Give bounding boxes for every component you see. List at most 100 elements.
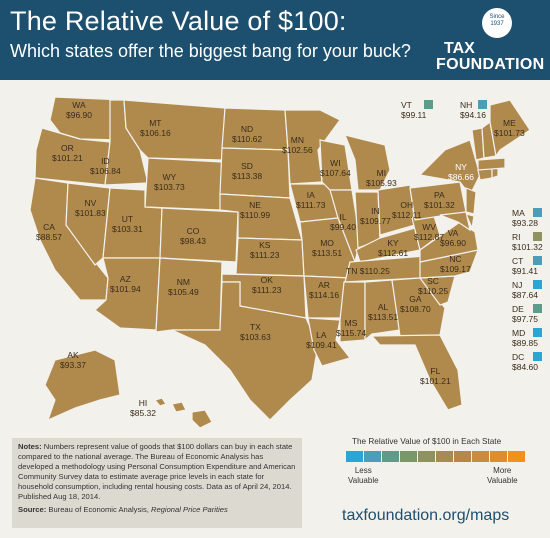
label-NE: NE $110.99 (240, 200, 270, 220)
label-LA: LA $109.41 (306, 330, 337, 350)
tax-foundation-logo: Since 1937 TAX FOUNDATION (436, 4, 546, 76)
label-NC: NC $109.17 (440, 254, 471, 274)
legend-swatch-7 (454, 451, 472, 462)
legend-color-scale (346, 451, 526, 462)
label-KS: KS $111.23 (250, 240, 279, 260)
side-label-DC: DC $84.60 (512, 352, 538, 372)
abbr-MA: MA (512, 208, 525, 218)
legend-swatch-2 (364, 451, 382, 462)
header-banner: The Relative Value of $100: Which states… (0, 0, 550, 80)
value-CT: $91.41 (512, 266, 538, 276)
value-WI: $107.64 (320, 168, 351, 178)
label-AL: AL $113.51 (368, 302, 398, 322)
value-MD: $89.85 (512, 338, 538, 348)
value-MO: $113.51 (312, 248, 343, 258)
label-AR: AR $114.16 (309, 280, 339, 300)
logo-seal: Since 1937 (482, 8, 512, 38)
abbr-TN: TN (346, 266, 358, 276)
label-MS: MS $115.74 (336, 318, 366, 338)
abbr-KY: KY (387, 238, 399, 248)
abbr-DE: DE (512, 304, 524, 314)
value-FL: $101.21 (420, 376, 451, 386)
value-NH: $94.16 (460, 110, 486, 120)
abbr-NJ: NJ (512, 280, 523, 290)
abbr-RI: RI (512, 232, 521, 242)
abbr-AR: AR (318, 280, 330, 290)
value-VA: $96.90 (440, 238, 466, 248)
value-TX: $103.63 (240, 332, 271, 342)
swatch-DE (533, 304, 542, 313)
logo-line1: TAX (444, 40, 475, 57)
abbr-NY: NY (455, 162, 467, 172)
value-DE: $97.75 (512, 314, 538, 324)
value-MI: $105.93 (366, 178, 397, 188)
swatch-NH (478, 100, 487, 109)
state-ME (489, 99, 531, 158)
state-FL (370, 334, 463, 411)
value-UT: $103.31 (112, 224, 143, 234)
abbr-ID: ID (101, 156, 110, 166)
abbr-AK: AK (67, 350, 79, 360)
label-GA: GA $108.70 (400, 294, 431, 314)
abbr-VA: VA (447, 228, 459, 238)
label-KY: KY $112.61 (378, 238, 408, 258)
label-OK: OK $111.23 (252, 275, 281, 295)
value-WA: $96.90 (66, 110, 92, 120)
label-NV: NV $101.83 (75, 198, 106, 218)
logo-line2: FOUNDATION (436, 56, 545, 73)
legend-swatch-1 (346, 451, 364, 462)
label-MI: MI $105.93 (366, 168, 397, 188)
swatch-RI (533, 232, 542, 241)
value-KY: $112.61 (378, 248, 409, 258)
value-NC: $109.17 (440, 264, 471, 274)
label-MN: MN $102.56 (282, 135, 313, 155)
label-WI: WI $107.64 (320, 158, 351, 178)
abbr-NC: NC (449, 254, 462, 264)
value-OH: $112.11 (392, 210, 422, 220)
abbr-WV: WV (422, 222, 436, 232)
label-FL: FL $101.21 (420, 366, 451, 386)
source-line: Source: Bureau of Economic Analysis, Reg… (18, 505, 296, 515)
label-SC: SC $110.25 (418, 276, 448, 296)
abbr-NH: NH (460, 100, 473, 110)
source-text: Bureau of Economic Analysis, (46, 505, 151, 514)
label-OH: OH $112.11 (392, 200, 421, 220)
value-OR: $101.21 (52, 153, 83, 163)
abbr-DC: DC (512, 352, 525, 362)
label-ME: ME $101.73 (494, 118, 525, 138)
abbr-GA: GA (409, 294, 422, 304)
value-PA: $101.32 (424, 200, 455, 210)
abbr-IN: IN (371, 206, 380, 216)
label-ID: ID $106.84 (90, 156, 121, 176)
value-AL: $113.51 (368, 312, 399, 322)
label-AK: AK $93.37 (60, 350, 86, 370)
value-WV: $112.87 (414, 232, 445, 242)
swatch-DC (533, 352, 542, 361)
label-VA: VA $96.90 (440, 228, 466, 248)
value-AR: $114.16 (309, 290, 340, 300)
label-IA: IA $111.73 (296, 190, 325, 210)
side-label-NH: NH $94.16 (460, 100, 486, 120)
label-MT: MT $106.16 (140, 118, 171, 138)
label-HI: HI $85.32 (130, 398, 156, 418)
value-AZ: $101.94 (110, 284, 141, 294)
value-MT: $106.16 (140, 128, 171, 138)
state-DE (464, 213, 475, 231)
abbr-AZ: AZ (119, 274, 131, 284)
legend-title: The Relative Value of $100 in Each State (352, 437, 502, 446)
abbr-NV: NV (84, 198, 97, 208)
value-ID: $106.84 (90, 166, 121, 176)
state-MA (477, 157, 506, 171)
label-SD: SD $113.38 (232, 161, 262, 181)
label-TN: TN $110.25 (346, 266, 390, 276)
legend-swatch-10 (508, 451, 526, 462)
value-NY: $86.66 (448, 172, 474, 182)
value-ND: $110.62 (232, 134, 263, 144)
legend-swatch-3 (382, 451, 400, 462)
abbr-WY: WY (162, 172, 177, 182)
state-TX (171, 281, 319, 421)
state-NV (65, 182, 111, 266)
source-label: Source: (18, 505, 47, 514)
value-IA: $111.73 (296, 200, 326, 210)
abbr-CA: CA (43, 222, 55, 232)
